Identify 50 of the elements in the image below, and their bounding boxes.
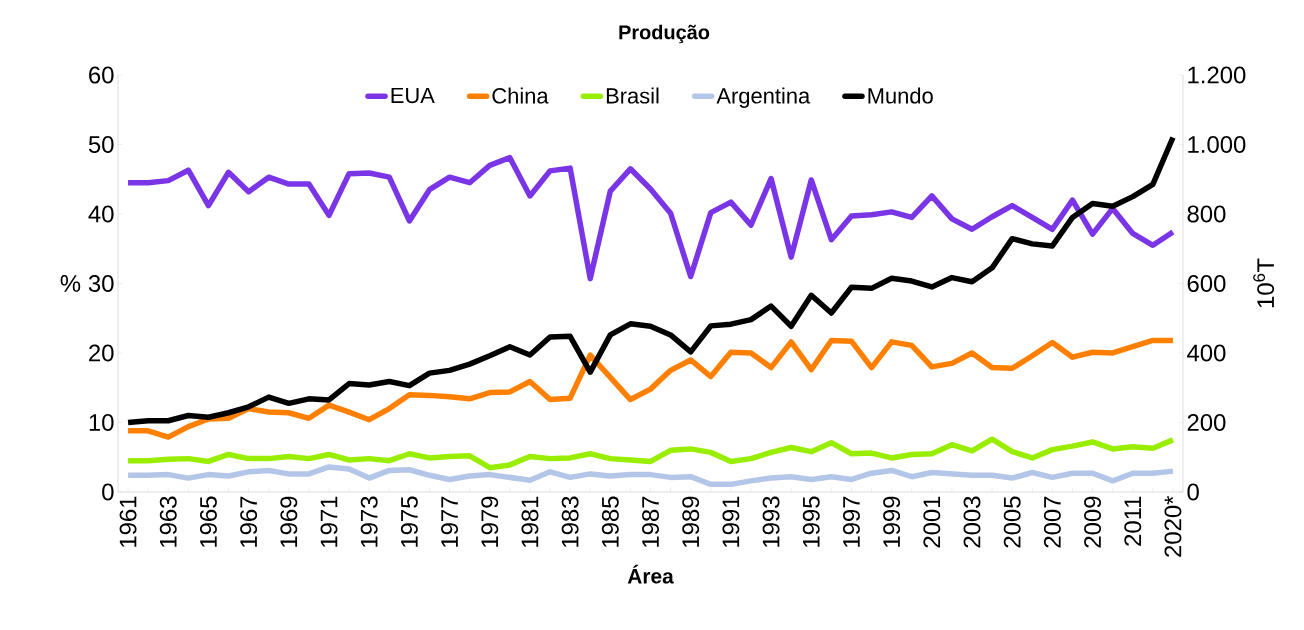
x-tick-label: 1985 <box>601 496 619 547</box>
y-tick-label: 20 <box>89 344 114 362</box>
x-tick-label: 1989 <box>682 496 700 547</box>
y2-tick-label: 600 <box>1187 275 1226 292</box>
x-tick-label: 1961 <box>119 496 137 547</box>
x-tick-label: 1993 <box>762 496 780 547</box>
y2-axis-title: 10$^{6}$T <box>1253 258 1275 308</box>
y-tick-label: 30 <box>88 275 114 292</box>
x-tick-label: 2005 <box>1003 496 1021 548</box>
x-tick-label: 1983 <box>561 496 579 547</box>
x-tick-label: 2009 <box>1084 496 1102 548</box>
x-tick-label: 1997 <box>842 496 860 547</box>
legend-label: China <box>492 87 549 104</box>
x-tick-label: 2011 <box>1124 496 1142 546</box>
y2-tick-label: 800 <box>1187 205 1226 223</box>
x-axis-title: Área <box>627 564 674 584</box>
x-tick-label: 1971 <box>320 496 338 547</box>
x-tick-label: 1987 <box>642 496 659 547</box>
y-tick-label: 60 <box>89 66 114 84</box>
x-tick-label: 1995 <box>802 496 820 547</box>
chart-title: Produção <box>619 24 710 44</box>
x-tick-label: 1969 <box>280 496 298 547</box>
x-tick-label: 1965 <box>199 496 217 547</box>
y2-tick-label: 200 <box>1187 414 1226 431</box>
legend-label: Brasil <box>606 87 659 104</box>
x-tick-label: 1975 <box>400 496 418 547</box>
x-tick-label: 1977 <box>441 496 459 547</box>
x-tick-label: 1967 <box>240 496 258 547</box>
x-tick-label: 1991 <box>722 496 740 547</box>
x-tick-label: 1973 <box>360 496 378 547</box>
legend-label: Argentina <box>716 87 811 108</box>
y-tick-label: 0 <box>102 483 114 501</box>
y2-tick-label: 0 <box>1187 483 1199 501</box>
x-tick-label: 2003 <box>963 496 981 548</box>
y2-tick-label: 400 <box>1187 344 1226 362</box>
legend-label: Mundo <box>868 87 933 104</box>
x-tick-label: 2001 <box>923 496 941 548</box>
legend-label: EUA <box>391 87 435 104</box>
x-tick-label: 1999 <box>883 496 901 547</box>
x-tick-label: 1981 <box>521 496 539 547</box>
x-tick-label: 2020* <box>1164 495 1182 557</box>
y2-tick-label: 1.200 <box>1188 66 1246 84</box>
x-tick-label: 1979 <box>481 496 499 547</box>
x-tick-label: 1963 <box>159 496 177 547</box>
y2-tick-label: 1.000 <box>1188 136 1246 153</box>
y-tick-label: 40 <box>88 205 114 223</box>
y-tick-label: 10 <box>89 414 114 431</box>
x-tick-label: 2007 <box>1043 496 1061 548</box>
y-tick-label: 50 <box>88 136 114 153</box>
y-axis-title: % <box>60 275 81 292</box>
